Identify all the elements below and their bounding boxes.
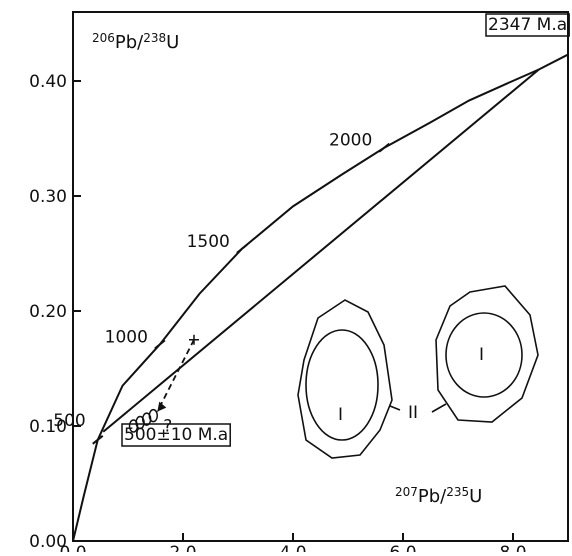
axis-label: 206Pb/238U xyxy=(92,31,179,53)
age-tick xyxy=(236,244,248,254)
element: Pb/ xyxy=(115,32,144,53)
intercept-label: 2347 M.a xyxy=(488,15,567,35)
grain-core xyxy=(445,312,523,398)
age-label: 1000 xyxy=(105,327,148,347)
age-label: 1500 xyxy=(187,232,230,252)
grain-outline xyxy=(297,299,393,459)
grain-label: II xyxy=(408,403,418,423)
x-tick-label: 8.0 xyxy=(499,543,526,552)
y-tick-label: 0.40 xyxy=(29,72,67,92)
y-tick-label: 0.00 xyxy=(29,532,67,552)
age-tick xyxy=(378,142,390,153)
dashed-arrow xyxy=(156,339,195,413)
x-tick-label: 6.0 xyxy=(389,543,416,552)
axis-label: 207Pb/235U xyxy=(395,485,482,507)
analysis-point xyxy=(148,408,159,423)
y-tick-label: 0.10 xyxy=(29,417,67,437)
element: U xyxy=(166,32,179,53)
y-tick-label: 0.20 xyxy=(29,302,67,322)
mass-number: 235 xyxy=(446,485,469,499)
age-tick xyxy=(154,339,166,350)
age-tick xyxy=(92,435,104,445)
x-tick-label: 2.0 xyxy=(169,543,196,552)
grain-label: I xyxy=(479,345,484,365)
intercept-label: 500±10 M.a xyxy=(124,425,228,445)
mass-number: 238 xyxy=(143,31,166,45)
curve xyxy=(72,53,569,542)
mass-number: 206 xyxy=(92,31,115,45)
age-label: 2000 xyxy=(329,131,372,151)
grain-core xyxy=(305,329,379,441)
plot-frame xyxy=(72,11,569,542)
element: U xyxy=(469,486,482,507)
age-label: 500 xyxy=(53,411,85,431)
x-tick-label: 4.0 xyxy=(279,543,306,552)
y-tick-label: 0.30 xyxy=(29,187,67,207)
label-box xyxy=(485,13,570,37)
label-box xyxy=(121,423,231,447)
arrow xyxy=(389,405,401,411)
arrow-head xyxy=(157,401,167,412)
grain-outline xyxy=(435,285,539,423)
question-mark: ? xyxy=(163,417,172,437)
mass-number: 207 xyxy=(395,485,418,499)
arrow xyxy=(431,403,447,413)
element: Pb/ xyxy=(418,486,447,507)
grain-label: I xyxy=(338,405,343,425)
curve xyxy=(102,68,540,433)
